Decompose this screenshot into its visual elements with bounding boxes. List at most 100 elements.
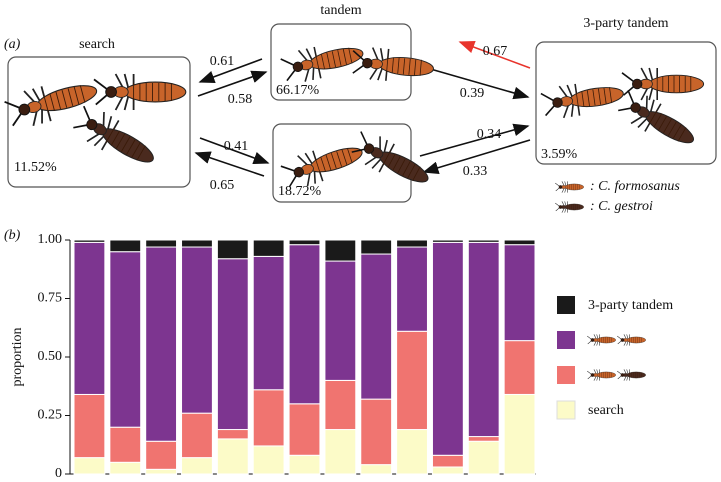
head [590, 338, 595, 342]
bar-segment [324, 429, 357, 475]
leg [102, 111, 105, 127]
stripe [126, 139, 136, 155]
stripe [43, 94, 49, 113]
head [105, 86, 117, 98]
edge-label: 0.39 [460, 86, 485, 101]
arrow [419, 65, 530, 100]
bar-segment [216, 258, 249, 431]
stripe [592, 89, 596, 106]
bar-segment [288, 239, 321, 246]
stripe [402, 58, 406, 75]
bar-segment [288, 244, 321, 405]
stripe [55, 91, 62, 110]
species-legend: : C. gestroi [590, 199, 653, 214]
stripe [131, 142, 141, 158]
bar-segment [109, 239, 142, 253]
antenna [280, 58, 296, 67]
bar-segment [288, 403, 321, 456]
antenna [618, 106, 633, 112]
bar-segment [467, 436, 500, 442]
stripe [575, 91, 579, 108]
state-title: 3-party tandem [583, 16, 668, 31]
arrow [197, 70, 268, 97]
leg [596, 341, 599, 346]
stripe [348, 47, 353, 64]
leg [645, 95, 648, 110]
antenna [93, 78, 109, 91]
stripe [337, 50, 342, 66]
bar-segment [252, 239, 285, 257]
arrow [422, 139, 531, 174]
bar-segment [360, 464, 393, 475]
leg [304, 68, 310, 82]
edge-label: 0.41 [224, 139, 249, 154]
stripe [402, 161, 411, 176]
head [86, 119, 98, 131]
state-percent: 11.52% [14, 160, 57, 175]
head [558, 185, 563, 189]
antenna [360, 131, 369, 147]
bar-segment [73, 393, 106, 459]
bar-segment [216, 239, 249, 260]
bar-segment [396, 330, 428, 431]
edge-label: 0.65 [210, 178, 235, 193]
antenna [587, 340, 592, 345]
stripe [346, 147, 353, 164]
bar-segment [431, 241, 464, 456]
antenna [587, 370, 592, 375]
bar-segment [396, 246, 428, 332]
bar-segment [252, 255, 285, 391]
antenna [286, 68, 297, 82]
legend-swatch [557, 366, 575, 384]
leg [306, 172, 311, 187]
bar-segment [145, 440, 178, 470]
head [558, 205, 563, 209]
bar-segment [252, 389, 285, 447]
bar-segment [396, 429, 428, 475]
bar-segment [360, 239, 393, 255]
state-percent: 18.72% [278, 184, 322, 199]
stripe [336, 151, 342, 167]
bar-segment [181, 412, 213, 459]
antenna [617, 370, 622, 375]
antenna [83, 105, 92, 123]
bar-segment [503, 340, 536, 395]
antenna [545, 103, 556, 117]
arrow [458, 41, 531, 69]
legend-swatch [557, 296, 575, 314]
leg [364, 156, 377, 166]
leg [558, 85, 568, 98]
edge-label: 0.33 [463, 164, 488, 179]
leg [623, 341, 627, 346]
head [363, 143, 375, 154]
bar-segment [324, 239, 357, 262]
edge-label: 0.61 [210, 54, 235, 69]
stripe [581, 91, 585, 107]
edge-label: 0.58 [228, 92, 253, 107]
leg [86, 133, 100, 143]
leg [630, 115, 644, 125]
stripe [315, 54, 320, 71]
termite [280, 46, 364, 82]
leg [626, 369, 629, 374]
leg [379, 136, 381, 150]
termite [280, 147, 363, 188]
termite [587, 369, 616, 381]
arrow [198, 58, 263, 83]
y-axis-label: proportion [10, 327, 25, 386]
antenna [352, 50, 366, 62]
leg [41, 109, 43, 124]
stripe [382, 150, 391, 166]
state-percent: 66.17% [276, 83, 320, 98]
antenna [555, 202, 560, 207]
leg [564, 208, 567, 213]
edge-label: 0.34 [477, 127, 502, 142]
leg [593, 369, 597, 374]
bar-segment [109, 426, 142, 463]
stripe [387, 153, 396, 168]
y-tick-label: 0.75 [38, 291, 63, 306]
species-legend: : C. formosanus [590, 179, 680, 194]
bar-segment [431, 239, 464, 243]
stripe [320, 156, 327, 172]
termite [555, 201, 584, 213]
